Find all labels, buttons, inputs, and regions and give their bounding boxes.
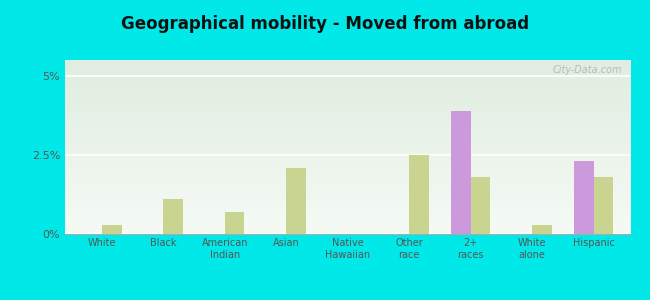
Bar [163, 199, 183, 234]
Text: Geographical mobility - Moved from abroad: Geographical mobility - Moved from abroa… [121, 15, 529, 33]
Bar [286, 168, 306, 234]
Text: City-Data.com: City-Data.com [552, 65, 622, 75]
Bar [102, 224, 122, 234]
Bar [410, 155, 429, 234]
Bar [451, 111, 471, 234]
Bar [471, 177, 490, 234]
Bar [532, 224, 552, 234]
Bar [593, 177, 614, 234]
Bar [574, 161, 593, 234]
Bar [225, 212, 244, 234]
